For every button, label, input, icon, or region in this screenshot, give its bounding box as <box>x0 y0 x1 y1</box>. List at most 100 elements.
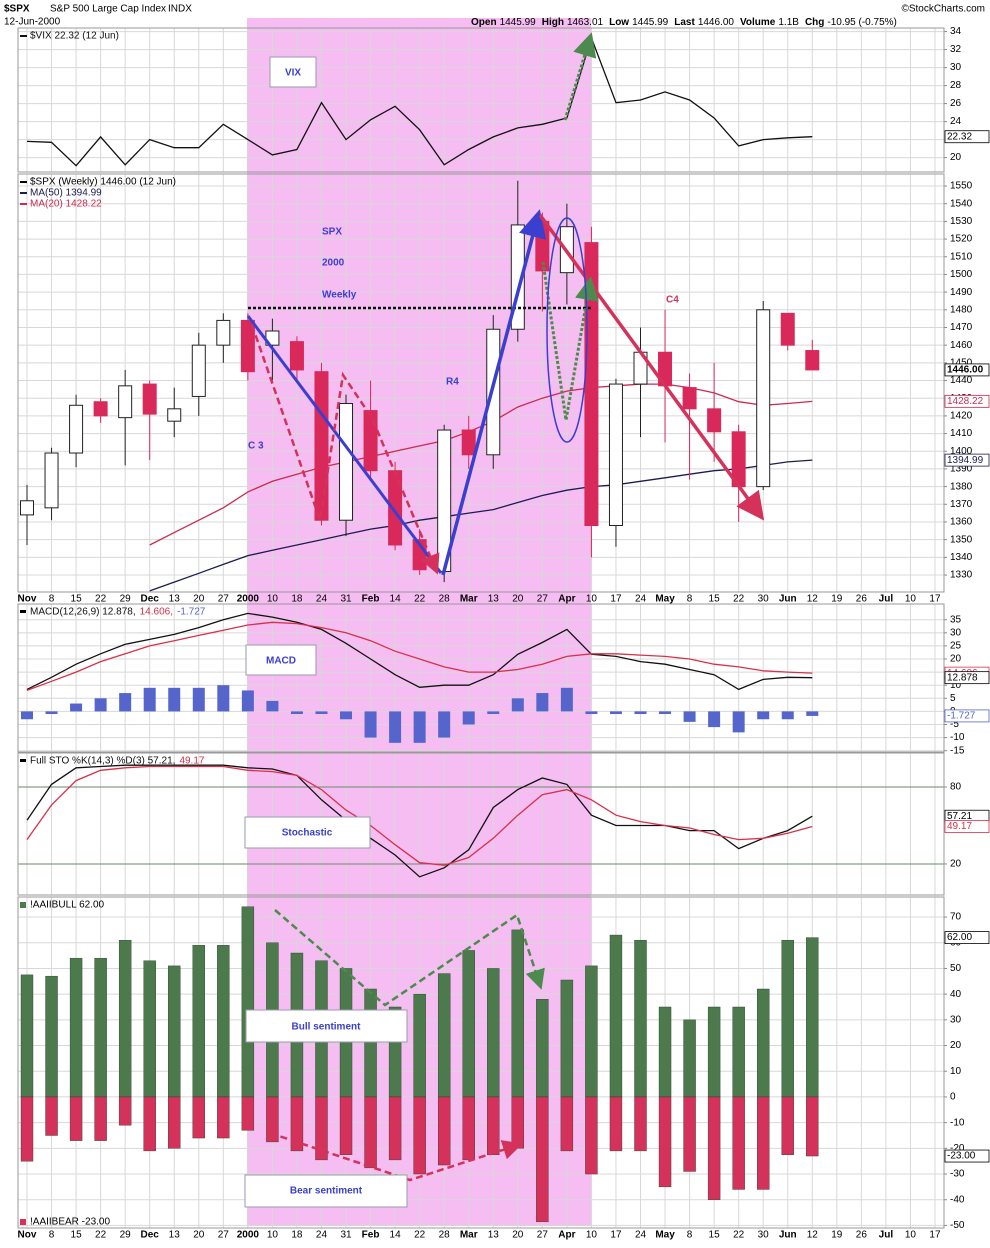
y-tick-label: -15 <box>950 745 965 756</box>
y-tick-label: 1530 <box>950 216 973 227</box>
y-tick-label: -5 <box>950 719 959 730</box>
x-tick-label: 10 <box>905 594 917 605</box>
bar <box>118 939 132 1098</box>
x-tick-label: 27 <box>537 594 549 605</box>
candle-body <box>805 350 820 371</box>
x-tick-label: Dec <box>141 594 160 605</box>
trend-arrow <box>563 32 597 121</box>
y-tick-label: 30 <box>950 1014 962 1025</box>
x-tick-label: 28 <box>439 1230 451 1241</box>
x-tick-label: 2000 <box>237 594 260 605</box>
bar <box>806 937 819 1098</box>
annotations: VIX SPX 2000 Weekly C 3 R4 C4 MACD Stoch… <box>244 32 765 1208</box>
bar <box>69 1096 83 1141</box>
bar <box>315 1096 328 1161</box>
value-marker <box>944 931 990 945</box>
y-tick-label: 1410 <box>950 428 973 439</box>
annotation: 2000 <box>322 258 345 269</box>
x-tick-label: 18 <box>291 594 303 605</box>
x-tick-label: Jul <box>879 594 894 605</box>
y-tick-label: 24 <box>950 116 962 127</box>
annotation: MACD <box>266 656 296 667</box>
legend-entry: !AAIIBULL 62.00 <box>30 900 105 911</box>
legend-entry: 14.606, <box>140 607 173 618</box>
bar <box>487 1096 500 1155</box>
bar <box>192 945 205 1098</box>
label-box <box>245 1009 408 1043</box>
annotation: Bear sentiment <box>290 1186 363 1197</box>
legend-entry: MA(20) 1428.22 <box>30 199 102 210</box>
x-tick-label: 14 <box>390 1230 402 1241</box>
x-tick-label: 10 <box>586 594 598 605</box>
value-marker-label: 62.00 <box>947 932 972 943</box>
x-tick-label: Jul <box>879 1230 894 1241</box>
bar <box>217 1096 230 1139</box>
trend-arrow <box>250 324 440 575</box>
bar <box>511 698 524 712</box>
series-line <box>149 459 813 592</box>
x-tick-label: 14 <box>390 594 402 605</box>
bar <box>462 711 475 725</box>
bar <box>462 950 475 1098</box>
candle-body <box>93 401 108 417</box>
x-tick-label: 15 <box>709 1230 721 1241</box>
y-tick-label: 1540 <box>950 198 973 209</box>
x-tick-label: 26 <box>856 594 868 605</box>
candle-body <box>69 404 84 454</box>
x-tick-label: 8 <box>687 1230 693 1241</box>
x-tick-label: 13 <box>488 594 500 605</box>
bar <box>118 1096 132 1126</box>
x-tick-label: 31 <box>340 594 352 605</box>
x-tick-label: 8 <box>49 594 55 605</box>
x-tick-label: 27 <box>537 1230 549 1241</box>
x-tick-label: 8 <box>687 594 693 605</box>
bar <box>94 957 107 1098</box>
bar <box>340 711 353 720</box>
y-tick-label: 1450 <box>950 357 973 368</box>
x-tick-label: 27 <box>218 1230 230 1241</box>
bar <box>364 711 377 738</box>
bar <box>45 975 58 1098</box>
x-tick-label: 13 <box>488 1230 500 1241</box>
bar <box>806 711 819 716</box>
y-tick-label: 1370 <box>950 499 973 510</box>
y-tick-label: 1360 <box>950 517 973 528</box>
bar <box>683 711 696 722</box>
quote-value: 1.1B <box>778 17 799 28</box>
y-tick-label: 20 <box>950 859 962 870</box>
candle-body <box>142 383 157 415</box>
x-tick-label: 29 <box>120 1230 132 1241</box>
value-marker-label: 49.17 <box>947 821 972 832</box>
candle-body <box>486 328 501 456</box>
y-tick-label: 30 <box>950 62 962 73</box>
trend-arrow <box>246 315 443 574</box>
bar <box>69 957 83 1098</box>
bar <box>585 1096 598 1175</box>
x-tick-label: 20 <box>193 1230 205 1241</box>
x-tick-label: 22 <box>733 594 745 605</box>
bar <box>290 1096 304 1152</box>
x-tick-label: Nov <box>18 1230 37 1241</box>
bar <box>266 1096 279 1143</box>
panel-frame <box>17 752 945 896</box>
x-tick-label: 8 <box>49 1230 55 1241</box>
bar <box>707 1096 721 1200</box>
series-line <box>26 764 813 878</box>
plot-area: 20 22 24 26 28 30 32 34 $VIX 22.32 (12 Jun) 22.32… <box>17 26 990 1241</box>
bar <box>119 693 132 712</box>
y-tick-label: 1420 <box>950 411 973 422</box>
y-tick-label: 1350 <box>950 534 973 545</box>
x-tick-label: 20 <box>512 594 524 605</box>
legend-swatch <box>20 1219 26 1225</box>
candle-body <box>216 319 231 346</box>
quote-label: Last <box>674 17 695 28</box>
legend-entry: Full STO %K(14,3) %D(3) 57.21, <box>30 756 175 767</box>
x-tick-label: 22 <box>414 594 426 605</box>
bar <box>511 929 524 1098</box>
bar <box>192 1096 205 1139</box>
value-marker <box>944 709 990 723</box>
bar <box>388 1096 402 1161</box>
bar <box>560 1096 574 1152</box>
bar <box>585 965 598 1098</box>
y-tick-label: 25 <box>950 641 962 652</box>
